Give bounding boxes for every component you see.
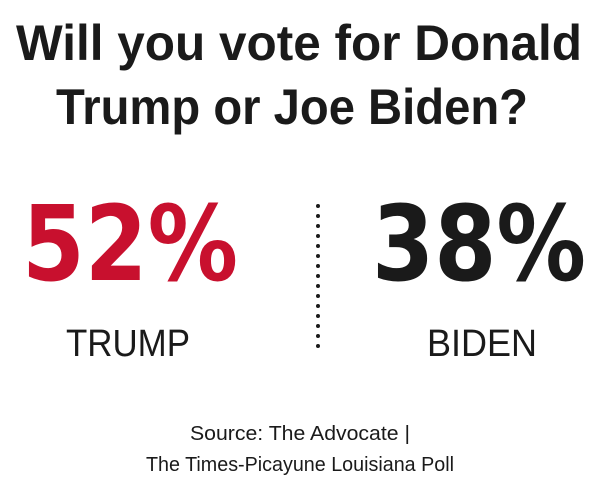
title-line: Will you vote for Donald [16,15,582,71]
result-name: BIDEN [427,323,537,365]
source-line: The Times-Picayune Louisiana Poll [146,454,454,476]
title-line: Trump or Joe Biden? [56,79,528,135]
result-figure: 52% [22,183,238,305]
result-figure: 38% [372,183,586,305]
result-name: TRUMP [66,323,190,365]
source-line: Source: The Advocate | [190,423,410,445]
